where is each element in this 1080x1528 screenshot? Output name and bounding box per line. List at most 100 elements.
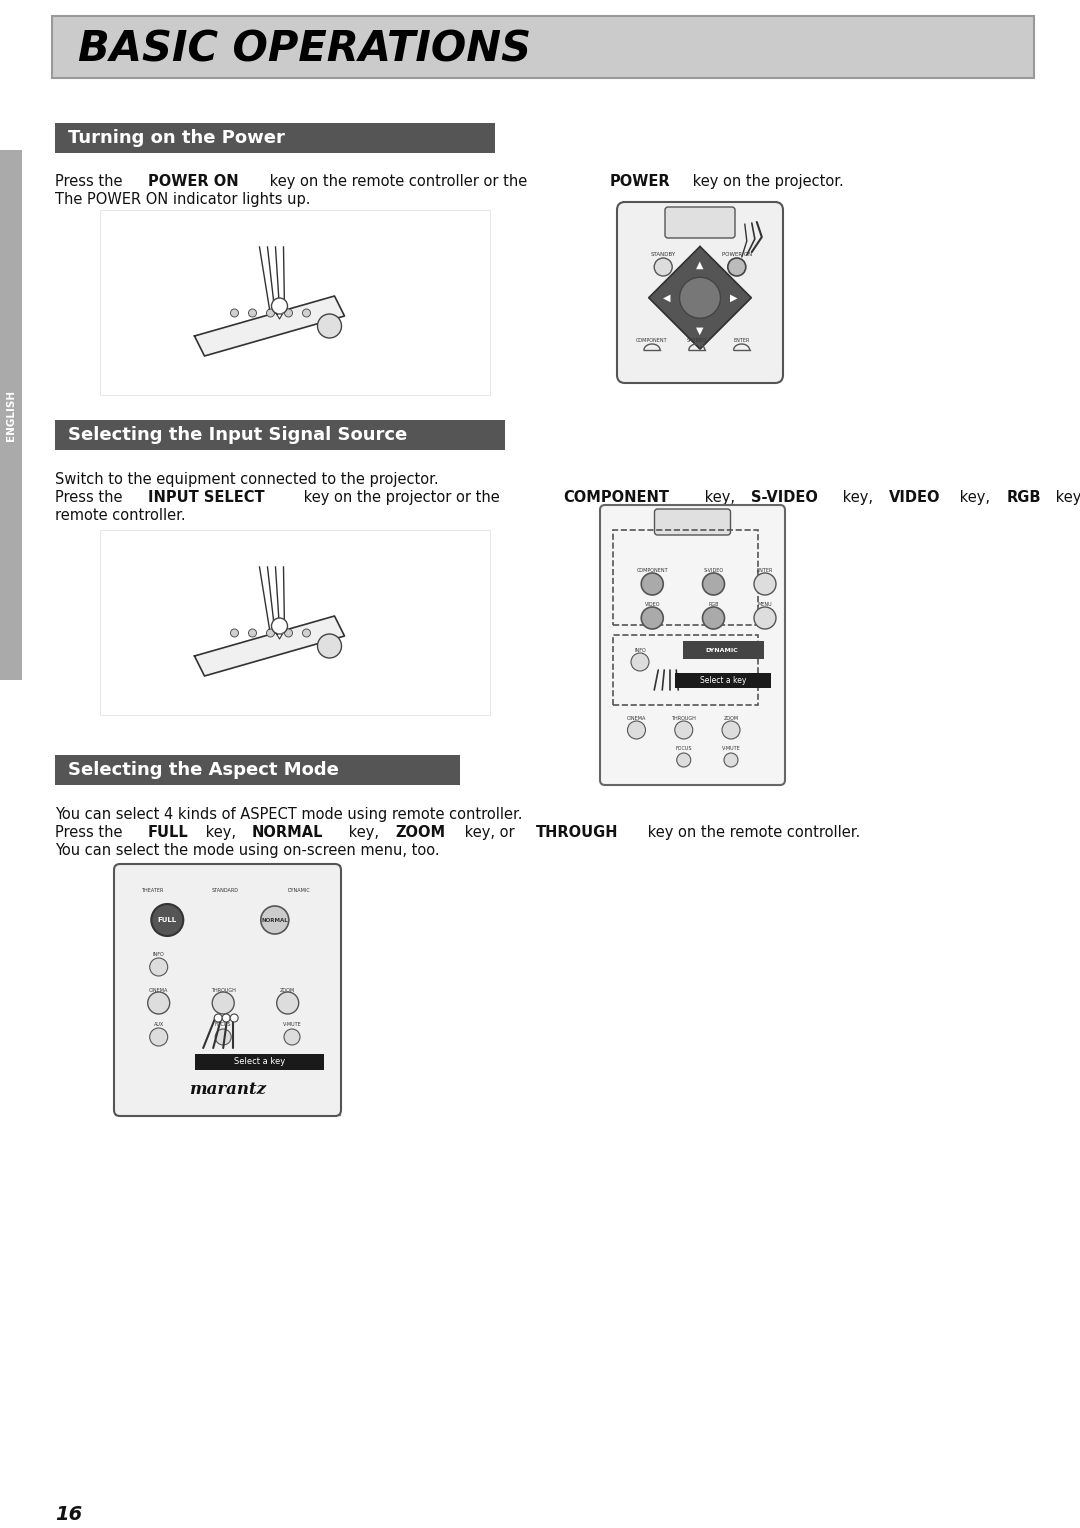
Text: VIDEO: VIDEO [645, 602, 660, 608]
Circle shape [627, 721, 646, 740]
Text: COMPONENT: COMPONENT [636, 567, 669, 573]
FancyBboxPatch shape [55, 755, 460, 785]
Circle shape [724, 753, 738, 767]
FancyBboxPatch shape [665, 206, 735, 238]
Circle shape [276, 992, 299, 1015]
Text: INFO: INFO [634, 648, 646, 652]
FancyBboxPatch shape [675, 672, 771, 688]
Text: key on the remote controller or the: key on the remote controller or the [265, 174, 531, 189]
Circle shape [728, 258, 746, 277]
Circle shape [642, 607, 663, 630]
Text: COMPONENT: COMPONENT [636, 338, 667, 342]
Polygon shape [194, 296, 345, 356]
Text: ZOOM: ZOOM [395, 825, 445, 840]
Text: key,: key, [345, 825, 383, 840]
Text: key on the remote controller.: key on the remote controller. [643, 825, 860, 840]
Text: AUX: AUX [153, 1022, 164, 1027]
Circle shape [754, 607, 777, 630]
Text: BASIC OPERATIONS: BASIC OPERATIONS [78, 28, 531, 70]
Text: FOCUS: FOCUS [215, 1022, 231, 1027]
Text: STANDARD: STANDARD [212, 888, 239, 892]
Text: Select a key: Select a key [234, 1057, 285, 1067]
Text: Selecting the Input Signal Source: Selecting the Input Signal Source [68, 426, 407, 445]
Bar [100, 209, 490, 396]
FancyBboxPatch shape [0, 150, 22, 680]
Text: Press the: Press the [55, 825, 127, 840]
Text: ENTER: ENTER [733, 338, 750, 342]
Circle shape [222, 1015, 230, 1022]
FancyBboxPatch shape [617, 202, 783, 384]
Circle shape [271, 298, 287, 313]
Text: ZOOM: ZOOM [724, 715, 739, 721]
Polygon shape [649, 246, 752, 348]
Circle shape [723, 721, 740, 740]
Text: THEATER: THEATER [141, 888, 163, 892]
Circle shape [148, 992, 170, 1015]
Text: S-VIDEO: S-VIDEO [752, 490, 819, 504]
Text: You can select 4 kinds of ASPECT mode using remote controller.: You can select 4 kinds of ASPECT mode us… [55, 807, 523, 822]
Text: Switch to the equipment connected to the projector.: Switch to the equipment connected to the… [55, 472, 438, 487]
Polygon shape [194, 616, 345, 675]
Text: Turning on the Power: Turning on the Power [68, 128, 285, 147]
Circle shape [679, 277, 720, 318]
Circle shape [284, 630, 293, 637]
Text: NORMAL: NORMAL [261, 917, 288, 923]
Text: ◀: ◀ [663, 293, 671, 303]
Text: DYNAMIC: DYNAMIC [287, 888, 310, 892]
Circle shape [151, 905, 184, 937]
Circle shape [267, 630, 274, 637]
Text: ENTER: ENTER [757, 567, 773, 573]
Text: The POWER ON indicator lights up.: The POWER ON indicator lights up. [55, 193, 311, 206]
Text: key on the projector.: key on the projector. [688, 174, 843, 189]
Text: POWER ON: POWER ON [721, 252, 752, 258]
Text: INPUT SELECT: INPUT SELECT [148, 490, 265, 504]
Text: FOCUS: FOCUS [675, 746, 692, 750]
Circle shape [284, 1028, 300, 1045]
Text: THROUGH: THROUGH [672, 715, 697, 721]
Text: DYNAMIC: DYNAMIC [706, 648, 739, 652]
Text: key,: key, [838, 490, 877, 504]
Text: RGB: RGB [1007, 490, 1041, 504]
Text: key,: key, [956, 490, 995, 504]
Circle shape [318, 634, 341, 659]
Text: ▲: ▲ [697, 260, 704, 269]
Text: MENU: MENU [758, 602, 772, 608]
Circle shape [631, 652, 649, 671]
Circle shape [214, 1015, 222, 1022]
Circle shape [260, 906, 288, 934]
Text: S-VIDEO: S-VIDEO [703, 567, 724, 573]
Text: VIDEO: VIDEO [889, 490, 941, 504]
Circle shape [271, 617, 287, 634]
Circle shape [642, 573, 663, 594]
FancyBboxPatch shape [654, 509, 730, 535]
Text: 16: 16 [55, 1505, 82, 1523]
Text: THROUGH: THROUGH [537, 825, 619, 840]
Text: CINEMA: CINEMA [149, 987, 168, 993]
Text: Select a key: Select a key [700, 675, 746, 685]
Text: marantz: marantz [189, 1082, 266, 1099]
Circle shape [702, 607, 725, 630]
FancyBboxPatch shape [55, 122, 495, 153]
Text: Press the: Press the [55, 174, 127, 189]
Text: Press the: Press the [55, 490, 127, 504]
Text: You can select the mode using on-screen menu, too.: You can select the mode using on-screen … [55, 843, 440, 859]
FancyBboxPatch shape [52, 15, 1034, 78]
Polygon shape [276, 313, 283, 319]
FancyBboxPatch shape [683, 642, 764, 659]
FancyBboxPatch shape [600, 504, 785, 785]
Text: key,: key, [201, 825, 240, 840]
Text: key on the projector or the: key on the projector or the [298, 490, 504, 504]
Text: V-MUTE: V-MUTE [721, 746, 741, 750]
FancyBboxPatch shape [195, 1054, 324, 1070]
Text: ▼: ▼ [697, 325, 704, 336]
Text: NORMAL: NORMAL [252, 825, 323, 840]
Text: STANDBY: STANDBY [650, 252, 676, 258]
Text: COMPONENT: COMPONENT [564, 490, 670, 504]
Text: FULL: FULL [148, 825, 189, 840]
Circle shape [675, 721, 692, 740]
Polygon shape [276, 634, 283, 639]
Circle shape [150, 958, 167, 976]
Circle shape [212, 992, 234, 1015]
Text: FULL: FULL [158, 917, 177, 923]
Circle shape [248, 309, 257, 316]
